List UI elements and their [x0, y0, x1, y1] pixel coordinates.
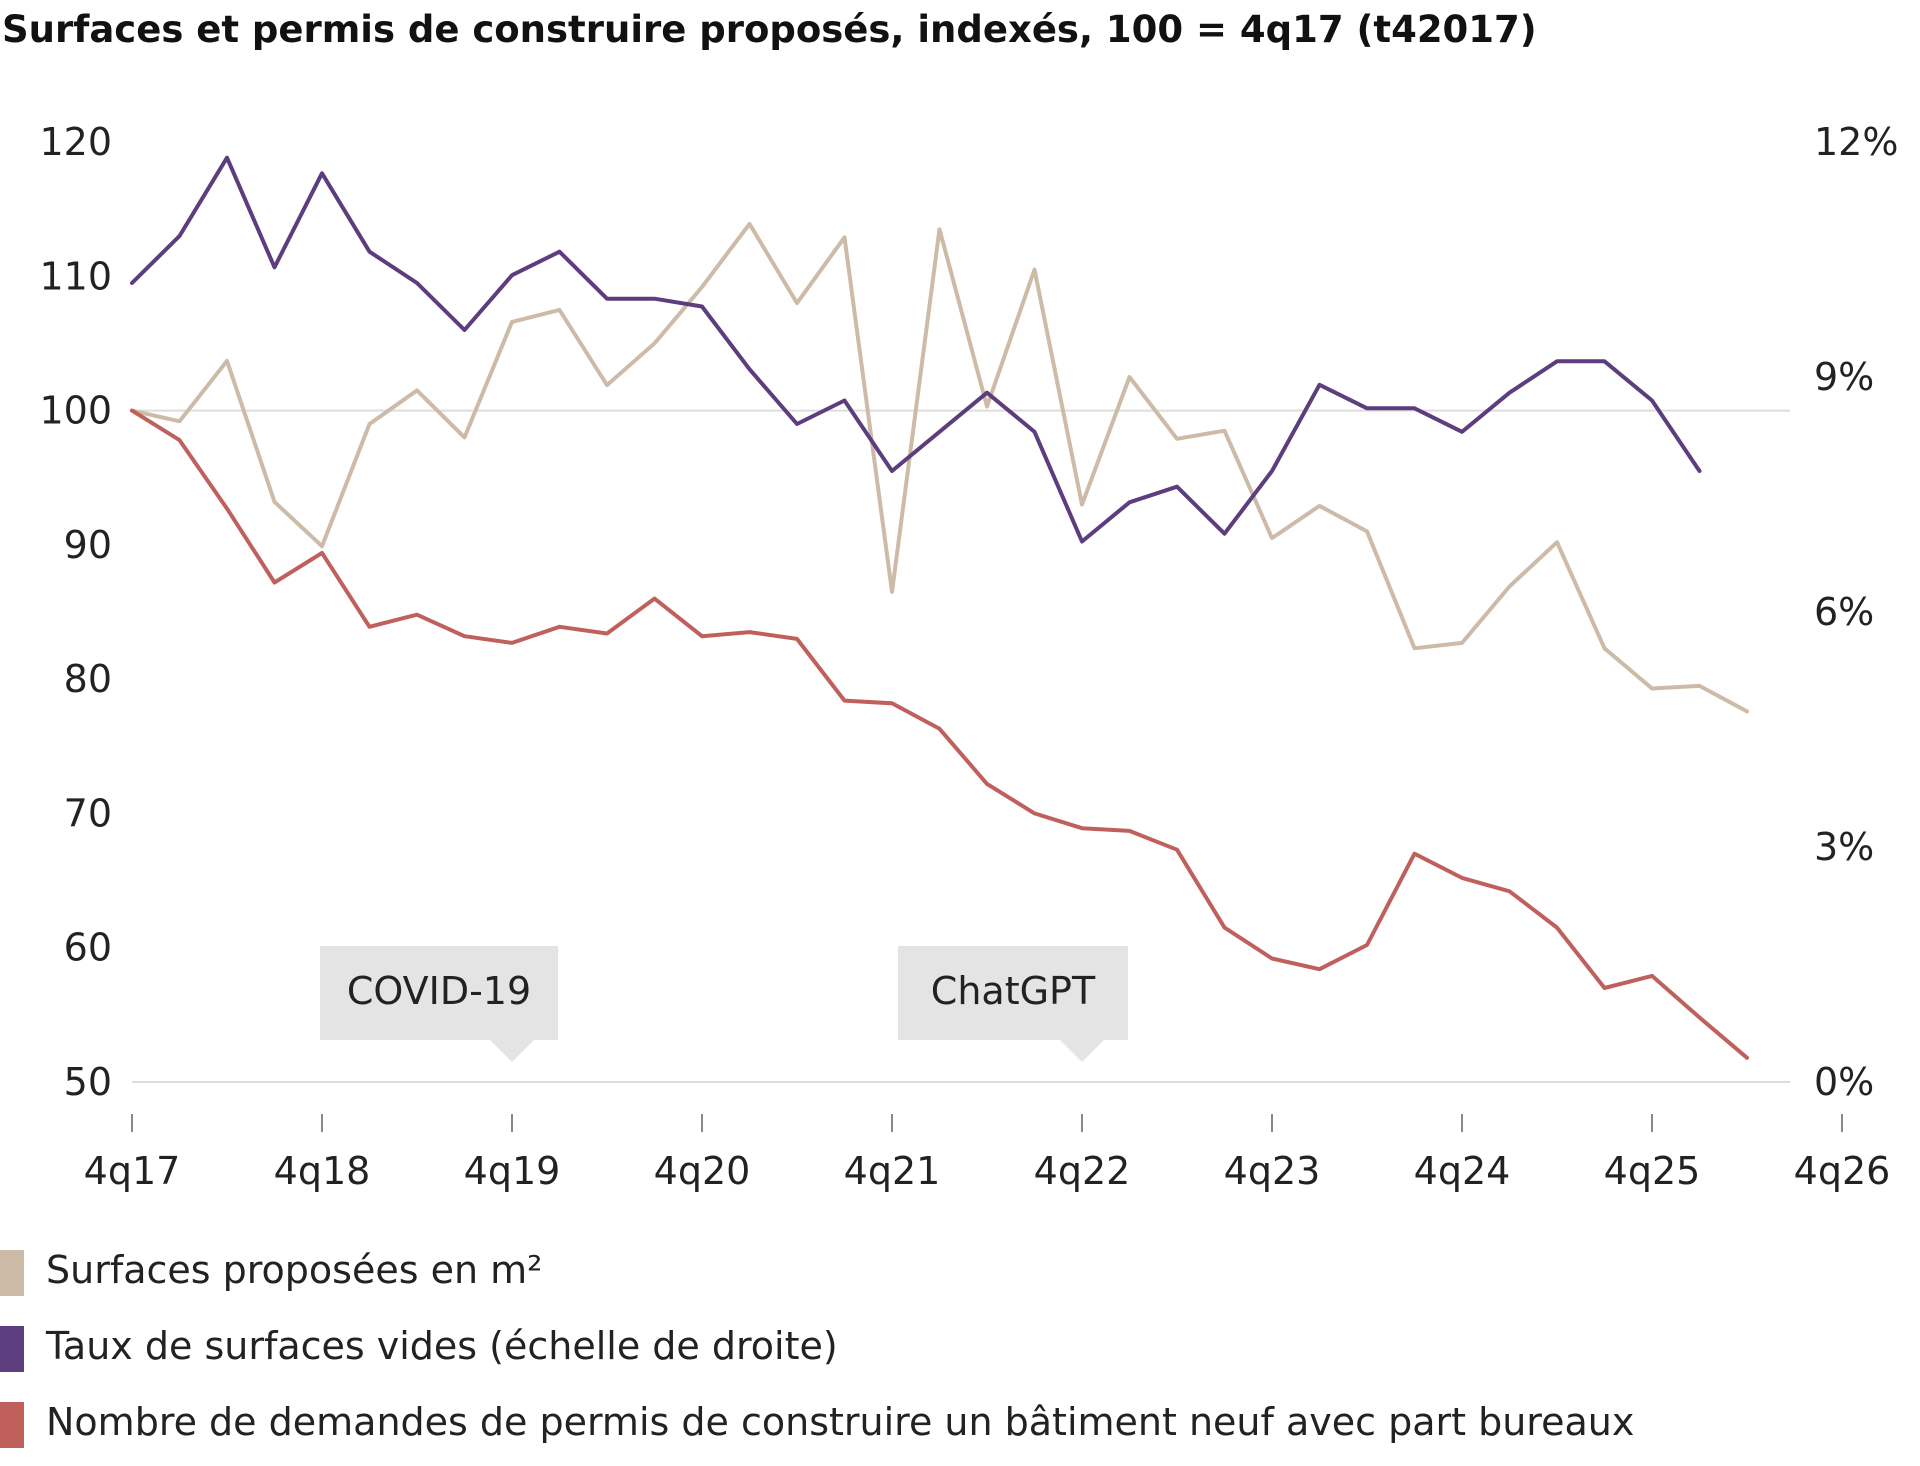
x-tick-label: 4q19	[464, 1149, 561, 1193]
series-line-2	[130, 155, 1702, 544]
y-right-tick-label: 12%	[1814, 120, 1898, 164]
y-right-tick-label: 9%	[1814, 355, 1874, 399]
y-left-tick-label: 60	[64, 926, 112, 970]
line-chart: 50 60 70 80 90 100 110 120 0% 3% 6% 9% 12% 4q17 4q18 4q…	[39, 120, 1898, 1193]
annotation-label: COVID-19	[347, 969, 531, 1013]
y-left-tick-label: 100	[39, 389, 112, 433]
series-line-3	[130, 408, 1749, 1060]
y-right-tick-label: 6%	[1814, 590, 1874, 634]
y-left-tick-label: 110	[39, 254, 112, 298]
x-tick-label: 4q22	[1034, 1149, 1131, 1193]
y-left-tick-label: 70	[64, 791, 112, 835]
x-tick-label: 4q18	[274, 1149, 371, 1193]
x-tick-label: 4q26	[1794, 1149, 1891, 1193]
annotation-callout-1	[320, 946, 558, 1062]
y-left-tick-label: 90	[64, 523, 112, 567]
series-line-1	[130, 221, 1749, 714]
x-tick-label: 4q21	[844, 1149, 941, 1193]
annotation-callout-2	[898, 946, 1128, 1062]
axes-layer: 50 60 70 80 90 100 110 120 0% 3% 6% 9% 12% 4q17 4q18 4q…	[39, 120, 1898, 1193]
legend-swatch	[0, 1250, 24, 1296]
legend-swatch	[0, 1326, 24, 1372]
x-tick-label: 4q24	[1414, 1149, 1511, 1193]
annotation-label: ChatGPT	[931, 969, 1096, 1013]
annotation-layer: COVID-19 ChatGPT	[320, 946, 1128, 1062]
y-left-tick-label: 50	[64, 1060, 112, 1104]
x-tick-label: 4q23	[1224, 1149, 1321, 1193]
legend-swatch	[0, 1402, 24, 1448]
y-right-tick-label: 0%	[1814, 1060, 1874, 1104]
legend-label: Nombre de demandes de permis de construi…	[46, 1400, 1635, 1444]
chart-title: Surfaces et permis de construire proposé…	[2, 8, 1537, 51]
series-layer	[130, 155, 1749, 1060]
x-tick-label: 4q17	[84, 1149, 181, 1193]
y-left-tick-label: 80	[64, 657, 112, 701]
y-left-tick-label: 120	[39, 120, 112, 164]
x-tick-label: 4q25	[1604, 1149, 1701, 1193]
x-tick-label: 4q20	[654, 1149, 751, 1193]
legend-label: Surfaces proposées en m²	[46, 1248, 543, 1292]
legend-label: Taux de surfaces vides (échelle de droit…	[46, 1324, 838, 1368]
y-right-tick-label: 3%	[1814, 825, 1874, 869]
